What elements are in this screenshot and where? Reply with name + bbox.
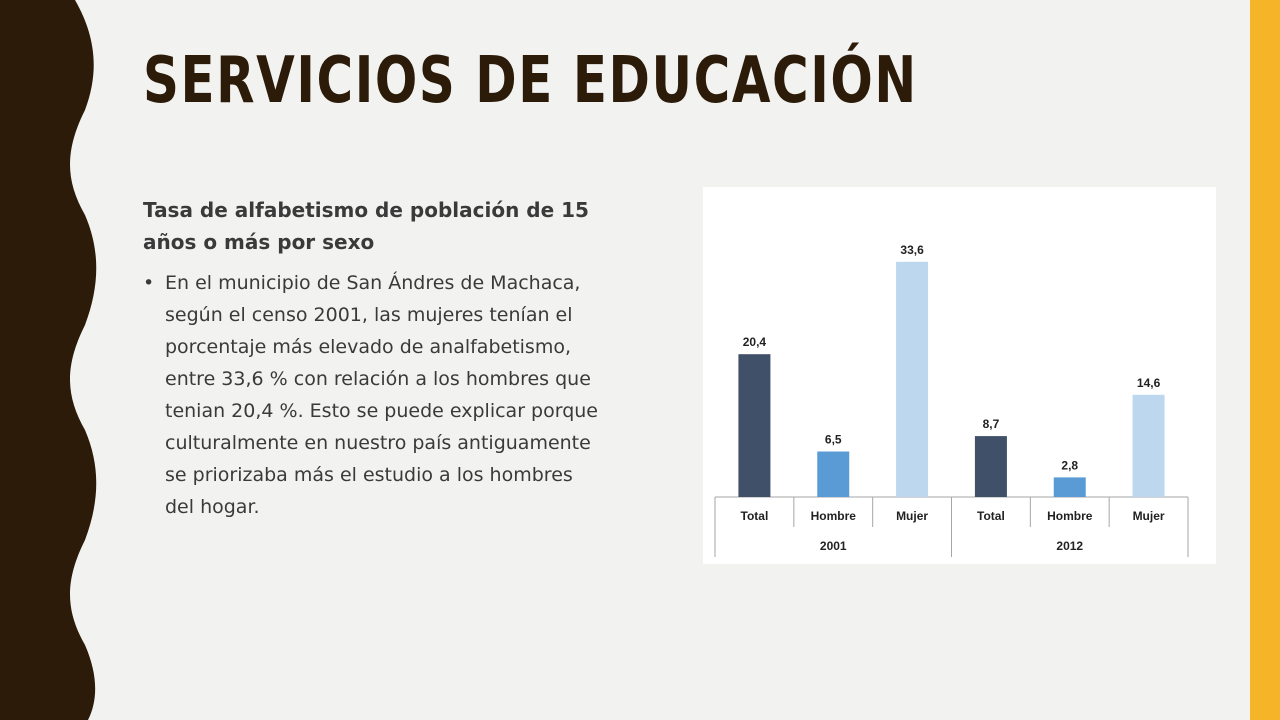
group-tick-label: 2001 (820, 539, 847, 553)
bullet-item: • En el municipio de San Ándres de Macha… (143, 267, 603, 523)
category-tick-label: Total (977, 509, 1005, 523)
data-label: 20,4 (743, 335, 767, 349)
slide-subtitle: Tasa de alfabetismo de población de 15 a… (143, 198, 589, 254)
data-label: 6,5 (825, 433, 842, 447)
bullet-icon: • (143, 272, 155, 294)
bar (896, 261, 929, 497)
slide-title: SERVICIOS DE EDUCACIÓN (143, 44, 918, 118)
bar-chart-svg: 20,4 Total 6,5 Hombre 33,6 Mujer 2001 8,7 Total 2… (714, 243, 1189, 557)
bar (738, 354, 771, 497)
category-tick-label: Hombre (811, 509, 857, 523)
bar (817, 451, 850, 497)
decorative-wave-band (0, 0, 97, 720)
category-tick-label: Mujer (1133, 509, 1165, 523)
bar (974, 436, 1007, 497)
bullet-text: En el municipio de San Ándres de Machaca… (165, 272, 599, 518)
bar (1053, 477, 1086, 497)
data-label: 8,7 (983, 417, 1000, 431)
category-tick-label: Mujer (896, 509, 928, 523)
category-tick-label: Hombre (1047, 509, 1093, 523)
data-label: 33,6 (900, 243, 924, 257)
bar-chart: 20,4 Total 6,5 Hombre 33,6 Mujer 2001 8,7 Total 2… (703, 187, 1216, 564)
accent-bar (1250, 0, 1280, 720)
category-tick-label: Total (741, 509, 769, 523)
data-label: 14,6 (1137, 376, 1161, 390)
group-tick-label: 2012 (1056, 539, 1083, 553)
bar (1132, 394, 1165, 497)
bullet-list: • En el municipio de San Ándres de Macha… (143, 267, 603, 523)
data-label: 2,8 (1061, 458, 1078, 472)
